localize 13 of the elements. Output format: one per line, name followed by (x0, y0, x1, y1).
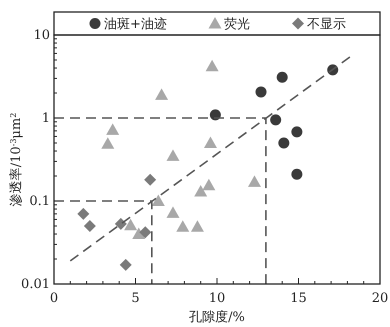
legend-label: 荧光 (224, 17, 250, 32)
x-tick-label: 15 (290, 291, 307, 306)
x-tick-label: 20 (372, 291, 388, 306)
x-tick-label: 0 (50, 291, 58, 306)
y-tick-label: 0.01 (21, 277, 50, 292)
legend-label: 油斑+油迹 (104, 16, 167, 32)
x-axis-title: 孔隙度/% (189, 309, 245, 325)
y-tick-label: 10 (33, 28, 50, 43)
y-tick-label: 0.1 (29, 194, 50, 209)
x-tick-label: 5 (131, 291, 140, 306)
x-tick-label: 10 (208, 291, 226, 306)
legend-label: 不显示 (307, 17, 346, 32)
y-tick-label: 1 (42, 111, 50, 126)
